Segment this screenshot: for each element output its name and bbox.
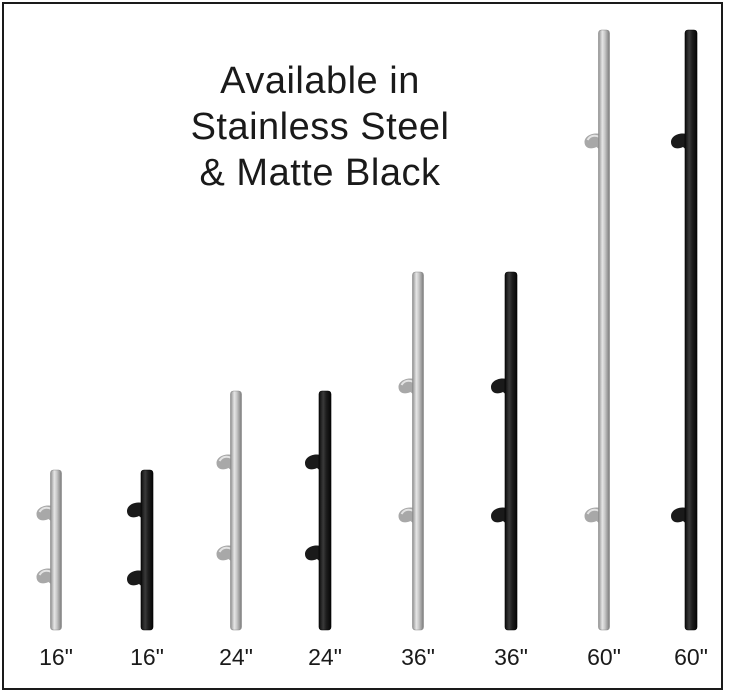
handle-stainless-5 xyxy=(398,271,424,631)
mounting-post xyxy=(127,570,145,589)
handle-matte-black-8 xyxy=(671,29,698,631)
handle-bar xyxy=(318,390,332,631)
handle-bar xyxy=(412,271,424,631)
mounting-post xyxy=(671,133,689,152)
size-label: 60" xyxy=(587,644,621,670)
handle-bar xyxy=(598,29,610,631)
handle-stainless-7 xyxy=(584,29,610,631)
size-label: 24" xyxy=(308,644,342,670)
headline-line-1: Available in xyxy=(220,60,420,102)
mounting-post xyxy=(671,507,689,526)
handle-matte-black-4 xyxy=(305,390,332,631)
handle-bar xyxy=(684,29,698,631)
handle-bar xyxy=(504,271,518,631)
size-label: 16" xyxy=(39,644,73,670)
size-label: 60" xyxy=(674,644,708,670)
mounting-post xyxy=(305,454,323,473)
headline-line-2: Stainless Steel xyxy=(190,106,450,148)
mounting-post xyxy=(127,502,145,521)
headline: Available in Stainless Steel & Matte Bla… xyxy=(140,58,500,196)
size-label: 36" xyxy=(494,644,528,670)
headline-line-3: & Matte Black xyxy=(199,152,441,194)
handle-matte-black-6 xyxy=(491,271,518,631)
mounting-post xyxy=(491,507,509,526)
mounting-post xyxy=(491,378,509,397)
handle-stainless-3 xyxy=(216,390,242,631)
size-label: 24" xyxy=(219,644,253,670)
handle-bar xyxy=(50,469,62,631)
handle-stainless-1 xyxy=(36,469,62,631)
handle-bar xyxy=(230,390,242,631)
size-label: 36" xyxy=(401,644,435,670)
handle-matte-black-2 xyxy=(127,469,154,631)
handle-bar xyxy=(140,469,154,631)
border-frame xyxy=(2,2,723,690)
size-label: 16" xyxy=(130,644,164,670)
mounting-post xyxy=(305,545,323,564)
